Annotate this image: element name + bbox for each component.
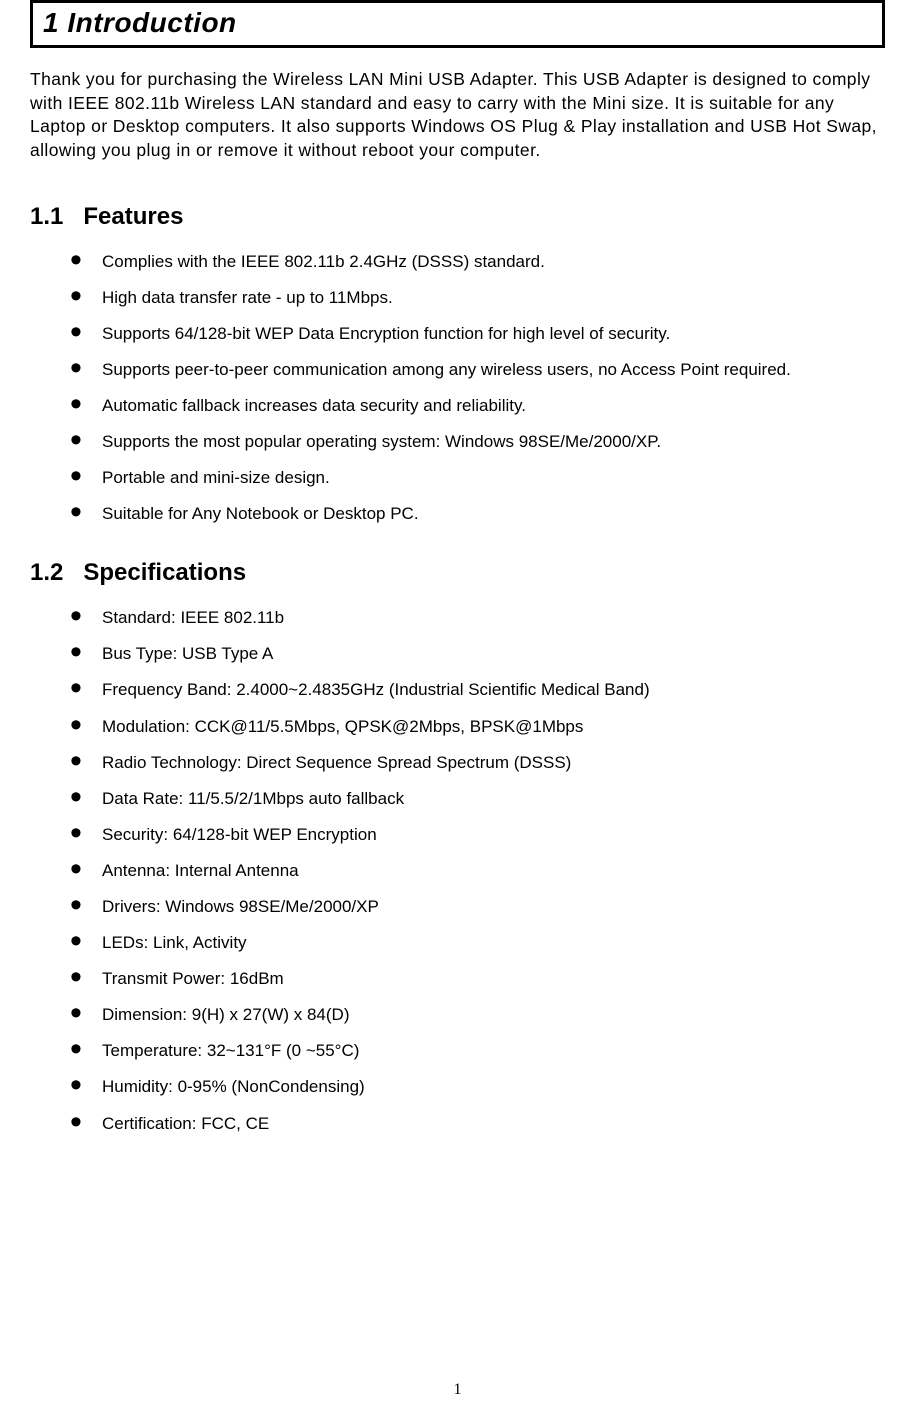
list-item: High data transfer rate - up to 11Mbps. [70,287,885,309]
list-item: Supports the most popular operating syst… [70,431,885,453]
features-list: Complies with the IEEE 802.11b 2.4GHz (D… [30,251,885,526]
list-item: Supports 64/128-bit WEP Data Encryption … [70,323,885,345]
list-item: Drivers: Windows 98SE/Me/2000/XP [70,896,885,918]
list-item: Complies with the IEEE 802.11b 2.4GHz (D… [70,251,885,273]
list-item: Suitable for Any Notebook or Desktop PC. [70,503,885,525]
list-item: Automatic fallback increases data securi… [70,395,885,417]
page-number: 1 [454,1381,462,1399]
features-number: 1.1 [30,203,63,231]
list-item: Humidity: 0-95% (NonCondensing) [70,1076,885,1098]
specifications-heading: 1.2 Specifications [30,559,885,587]
list-item: Portable and mini-size design. [70,467,885,489]
features-heading: 1.1 Features [30,203,885,231]
features-label: Features [83,203,183,230]
list-item: Bus Type: USB Type A [70,643,885,665]
list-item: Transmit Power: 16dBm [70,968,885,990]
list-item: Security: 64/128-bit WEP Encryption [70,824,885,846]
list-item: Dimension: 9(H) x 27(W) x 84(D) [70,1004,885,1026]
intro-paragraph: Thank you for purchasing the Wireless LA… [30,68,885,163]
list-item: Antenna: Internal Antenna [70,860,885,882]
specifications-label: Specifications [83,559,246,586]
main-title: 1 Introduction [43,7,872,39]
list-item: Radio Technology: Direct Sequence Spread… [70,752,885,774]
specifications-list: Standard: IEEE 802.11b Bus Type: USB Typ… [30,607,885,1134]
list-item: Data Rate: 11/5.5/2/1Mbps auto fallback [70,788,885,810]
specifications-number: 1.2 [30,559,63,587]
list-item: Modulation: CCK@11/5.5Mbps, QPSK@2Mbps, … [70,716,885,738]
list-item: Temperature: 32~131°F (0 ~55°C) [70,1040,885,1062]
list-item: Standard: IEEE 802.11b [70,607,885,629]
list-item: LEDs: Link, Activity [70,932,885,954]
list-item: Frequency Band: 2.4000~2.4835GHz (Indust… [70,679,885,701]
list-item: Certification: FCC, CE [70,1113,885,1135]
title-frame: 1 Introduction [30,0,885,48]
list-item: Supports peer-to-peer communication amon… [70,359,885,381]
